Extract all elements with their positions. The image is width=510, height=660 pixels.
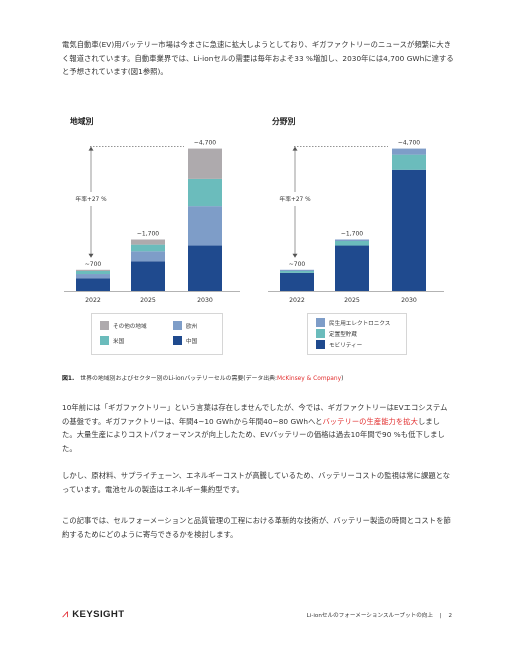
body-paragraph-3: この記事では、セルフォーメーションと品質管理の工程における革新的な技術が、バッテ… bbox=[62, 516, 451, 539]
legend-swatch bbox=[100, 336, 109, 345]
footer-info: Li-ionセルのフォーメーションスループットの向上 | 2 bbox=[307, 611, 452, 619]
chart-sector: 2022 ~700 2025 ~1,700 2030 ~4,700 年率+27 % bbox=[268, 140, 444, 304]
legend-item-mobility: モビリティー bbox=[316, 340, 362, 349]
legend-swatch bbox=[316, 329, 325, 338]
intro-paragraph: 電気自動車(EV)用バッテリー市場は今まさに急速に拡大しようとしており、ギガファ… bbox=[62, 40, 454, 77]
growth-arrowhead bbox=[292, 146, 298, 151]
growth-arrowhead bbox=[88, 253, 94, 258]
figure-caption: 図1. 世界の地域別およびセクター別のLi-ionバッテリーセルの需要(データ出典… bbox=[62, 373, 343, 382]
growth-arrowhead bbox=[88, 146, 94, 151]
bar-segment-欧州 bbox=[76, 274, 110, 279]
legend-label: 米国 bbox=[113, 338, 125, 345]
growth-annotation: 年率+27 % bbox=[75, 195, 107, 203]
footer-title: Li-ionセルのフォーメーションスループットの向上 bbox=[306, 613, 433, 619]
bar-segment-モビリティー bbox=[280, 272, 314, 291]
growth-arrowhead bbox=[292, 253, 298, 258]
legend-item-us: 米国 bbox=[100, 336, 124, 345]
body-paragraph-2: しかし、原材料、サプライチェーン、エネルギーコストが高騰しているため、バッテリー… bbox=[62, 471, 451, 494]
bar-segment-中国 bbox=[131, 261, 165, 291]
bar-total-label: ~700 bbox=[85, 261, 102, 268]
x-tick-label: 2025 bbox=[140, 297, 156, 304]
legend-item-stationary-storage: 定置型貯蔵 bbox=[316, 329, 357, 338]
bar-total-label: ~1,700 bbox=[137, 230, 159, 237]
keysight-wave-icon: ⩘ bbox=[62, 607, 69, 620]
bar-segment-民生用エレクトロニクス bbox=[280, 269, 314, 272]
legend-label: 定置型貯蔵 bbox=[329, 331, 357, 338]
page-number: 2 bbox=[448, 613, 452, 619]
chart-title-sector: 分野別 bbox=[272, 117, 296, 126]
bar-segment-民生用エレクトロニクス bbox=[392, 148, 426, 155]
bar-segment-定置型貯蔵 bbox=[392, 154, 426, 170]
production-capacity-link[interactable]: バッテリーの生産能力を拡大 bbox=[322, 416, 418, 426]
legend-sector: 民生用エレクトロニクス 定置型貯蔵 モビリティー bbox=[307, 313, 407, 355]
legend-label: 中国 bbox=[186, 338, 198, 345]
legend-swatch bbox=[316, 340, 325, 349]
bar-segment-欧州 bbox=[131, 251, 165, 262]
x-tick-label: 2025 bbox=[344, 297, 360, 304]
bar-segment-米国 bbox=[131, 244, 165, 252]
body-paragraph-1-text-b: しました。大量生産によりコストパフォーマンスが向上したため、EVバッテリーの価格… bbox=[62, 416, 445, 453]
legend-label: 欧州 bbox=[186, 323, 198, 330]
keysight-logo: ⩘ KEYSIGHT bbox=[62, 608, 124, 620]
legend-swatch bbox=[316, 318, 325, 327]
bar-segment-中国 bbox=[188, 245, 222, 291]
bar-segment-中国 bbox=[76, 278, 110, 291]
legend-swatch bbox=[100, 321, 109, 330]
bar-segment-モビリティー bbox=[392, 169, 426, 291]
x-tick-label: 2030 bbox=[401, 297, 417, 304]
figure-caption-label: 図1. bbox=[62, 376, 75, 382]
figure-caption-source-link[interactable]: McKinsey & Company bbox=[277, 376, 342, 382]
chart-title-region: 地域別 bbox=[70, 117, 94, 126]
bar-segment-その他の地域 bbox=[188, 148, 222, 179]
growth-annotation: 年率+27 % bbox=[279, 195, 311, 203]
legend-swatch bbox=[173, 336, 182, 345]
legend-item-europe: 欧州 bbox=[173, 321, 197, 330]
chart-region: 2022 ~700 2025 ~1,700 2030 ~4,700 年率+27 % bbox=[64, 140, 240, 304]
footer-separator: | bbox=[439, 613, 442, 619]
legend-item-china: 中国 bbox=[173, 336, 197, 345]
body-paragraph-1: 10年前には「ギガファクトリー」という言葉は存在しませんでしたが、今では、ギガフ… bbox=[62, 401, 454, 455]
bar-total-label: ~4,700 bbox=[194, 140, 216, 147]
figure-caption-text: 世界の地域別およびセクター別のLi-ionバッテリーセルの需要(データ出典: bbox=[80, 376, 278, 382]
figure-caption-close: ) bbox=[341, 376, 344, 382]
bar-segment-民生用エレクトロニクス bbox=[335, 239, 369, 242]
bar-total-label: ~700 bbox=[289, 261, 306, 268]
bar-total-label: ~1,700 bbox=[341, 230, 363, 237]
legend-label: 民生用エレクトロニクス bbox=[329, 320, 391, 327]
x-tick-label: 2022 bbox=[85, 297, 101, 304]
legend-label: その他の地域 bbox=[113, 323, 147, 330]
legend-label: モビリティー bbox=[329, 342, 363, 349]
x-tick-label: 2022 bbox=[289, 297, 305, 304]
bar-total-label: ~4,700 bbox=[398, 140, 420, 147]
keysight-wordmark: KEYSIGHT bbox=[72, 608, 125, 620]
x-tick-label: 2030 bbox=[197, 297, 213, 304]
body-paragraph-1-text-a: 10年前には「ギガファクトリー」という言葉は存在しませんでしたが、今では、ギガフ… bbox=[62, 403, 448, 426]
legend-region: その他の地域 欧州 米国 中国 bbox=[91, 313, 223, 355]
legend-swatch bbox=[173, 321, 182, 330]
bar-segment-定置型貯蔵 bbox=[280, 271, 314, 273]
bar-segment-欧州 bbox=[188, 206, 222, 246]
bar-segment-その他の地域 bbox=[131, 239, 165, 245]
bar-segment-定置型貯蔵 bbox=[335, 241, 369, 246]
legend-item-consumer-electronics: 民生用エレクトロニクス bbox=[316, 318, 390, 327]
bar-segment-米国 bbox=[76, 271, 110, 275]
bar-segment-その他の地域 bbox=[76, 269, 110, 272]
bar-segment-モビリティー bbox=[335, 245, 369, 291]
bar-segment-米国 bbox=[188, 178, 222, 207]
legend-item-rest-of-world: その他の地域 bbox=[100, 321, 147, 330]
